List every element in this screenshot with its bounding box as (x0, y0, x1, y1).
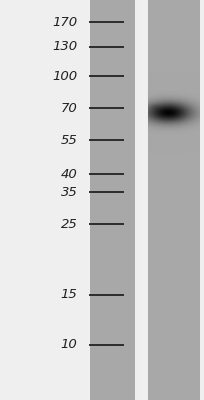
Text: 15: 15 (61, 288, 78, 302)
Text: 170: 170 (52, 16, 78, 28)
Text: 40: 40 (61, 168, 78, 180)
Text: 55: 55 (61, 134, 78, 146)
Text: 130: 130 (52, 40, 78, 54)
Text: 100: 100 (52, 70, 78, 82)
Text: 10: 10 (61, 338, 78, 352)
Text: 25: 25 (61, 218, 78, 230)
Text: 35: 35 (61, 186, 78, 198)
Text: 70: 70 (61, 102, 78, 114)
